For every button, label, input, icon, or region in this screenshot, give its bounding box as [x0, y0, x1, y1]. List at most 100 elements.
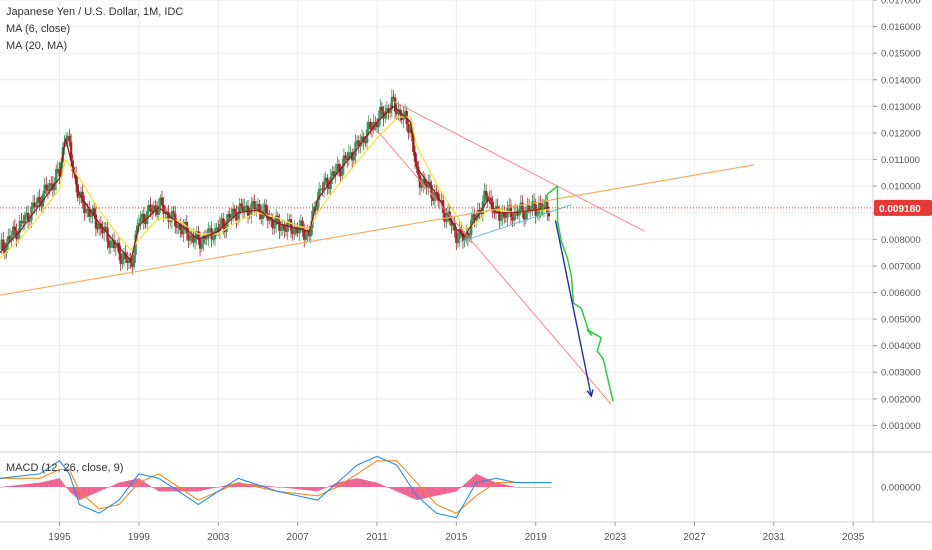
candle-body — [225, 221, 228, 233]
candle-body — [43, 184, 46, 195]
macd-histogram-bar — [157, 487, 160, 492]
macd-signal-line[interactable] — [0, 460, 552, 514]
macd-histogram-bar — [331, 484, 334, 487]
candle-body — [488, 197, 491, 201]
macd-histogram-bar — [192, 487, 195, 492]
macd-histogram-bar — [359, 478, 362, 487]
x-tick-label: 2003 — [207, 532, 230, 543]
ma20-line[interactable] — [0, 116, 550, 259]
macd-histogram-bar — [344, 480, 347, 487]
macd-histogram-bar — [126, 480, 129, 487]
macd-histogram-bar — [281, 487, 284, 488]
candle-body — [66, 135, 69, 140]
candle-body — [25, 213, 28, 215]
candle-body — [425, 184, 428, 188]
macd-histogram-bar — [61, 482, 64, 487]
macd-histogram-bar — [286, 487, 289, 489]
macd-histogram-bar — [471, 476, 474, 487]
candle-body — [339, 169, 342, 176]
macd-histogram-bar — [516, 487, 519, 488]
macd-histogram-bar — [166, 487, 168, 492]
resistance-trendline[interactable] — [392, 100, 646, 232]
candle-body — [89, 216, 93, 218]
macd-histogram-bar — [96, 487, 99, 493]
ma6-legend[interactable]: MA (6, close) — [6, 23, 71, 35]
macd-histogram-bar — [290, 487, 292, 489]
macd-histogram-bar — [463, 484, 466, 487]
macd-histogram-bar — [139, 479, 142, 487]
macd-histogram-bar — [113, 484, 115, 487]
macd-histogram-bar — [13, 485, 16, 487]
macd-histogram-bar — [417, 487, 420, 500]
macd-histogram-bar — [478, 475, 481, 487]
x-tick-label: 2031 — [763, 532, 786, 543]
candle-body — [418, 175, 422, 188]
last-price-label: 0.009180 — [879, 204, 921, 215]
macd-histogram-bar — [149, 485, 152, 487]
macd-histogram-bar — [283, 487, 286, 488]
candle-body — [478, 210, 481, 212]
candle-body — [511, 217, 514, 221]
candle-body — [182, 225, 185, 235]
last-price-badge[interactable] — [874, 199, 932, 216]
candle-body — [321, 188, 324, 191]
candle-body — [513, 212, 516, 221]
y-tick-label: 0.002000 — [881, 394, 921, 405]
candle-body — [250, 203, 253, 216]
ma6-line[interactable] — [0, 105, 550, 262]
candle-body — [30, 206, 33, 221]
candle-body — [273, 225, 276, 229]
macd-legend[interactable]: MACD (12, 26, close, 9) — [6, 462, 124, 474]
macd-histogram-bar — [455, 487, 458, 492]
candle-body — [375, 122, 379, 128]
falling-trendline[interactable] — [376, 129, 612, 405]
candle-body — [160, 197, 164, 205]
projection-arrowhead — [586, 389, 594, 398]
macd-histogram-bar — [219, 486, 221, 488]
candle-body — [324, 177, 327, 182]
macd-histogram-bar — [483, 477, 486, 487]
candle-body — [240, 203, 243, 207]
candle-body — [355, 140, 359, 142]
macd-histogram-bar — [15, 485, 18, 487]
macd-histogram-bar — [121, 481, 124, 487]
candle-body — [132, 255, 136, 267]
macd-histogram-bar — [233, 483, 236, 487]
macd-histogram-bar — [202, 487, 205, 491]
candle-body — [28, 220, 31, 223]
candle-body — [284, 230, 288, 232]
projection-path[interactable] — [538, 185, 614, 402]
y-tick-label: 0.007000 — [881, 261, 921, 272]
macd-histogram-bar — [319, 487, 322, 490]
candle-body — [519, 202, 523, 210]
symbol-legend[interactable]: Japanese Yen / U.S. Dollar, 1M, IDC — [6, 6, 184, 18]
macd-histogram-bar — [154, 487, 157, 490]
candle-body — [364, 142, 367, 144]
candle-body — [154, 205, 157, 209]
macd-histogram-bar — [90, 487, 92, 496]
candle-body — [299, 220, 303, 227]
candle-body — [430, 184, 433, 199]
candle-body — [260, 212, 263, 220]
macd-histogram-bar — [128, 480, 130, 487]
macd-histogram-bar — [457, 487, 459, 490]
candle-body — [544, 202, 547, 205]
candle-body — [274, 215, 278, 226]
candle-body — [526, 205, 529, 213]
support-trendline[interactable] — [0, 164, 755, 296]
macd-histogram-bar — [75, 487, 77, 498]
candle-body — [18, 220, 22, 233]
macd-histogram-bar — [357, 478, 360, 487]
candle-body — [69, 141, 73, 161]
macd-histogram-bar — [397, 487, 400, 493]
macd-histogram-bar — [410, 487, 413, 498]
projection-arrow[interactable] — [554, 220, 592, 397]
candle-body — [536, 213, 539, 216]
candle-body — [96, 228, 99, 230]
candle-body — [183, 221, 187, 226]
triangle-base-line[interactable] — [460, 204, 572, 243]
macd-histogram-bar — [374, 482, 377, 487]
macd-line[interactable] — [0, 455, 552, 519]
ma20-legend[interactable]: MA (20, MA) — [6, 40, 68, 52]
